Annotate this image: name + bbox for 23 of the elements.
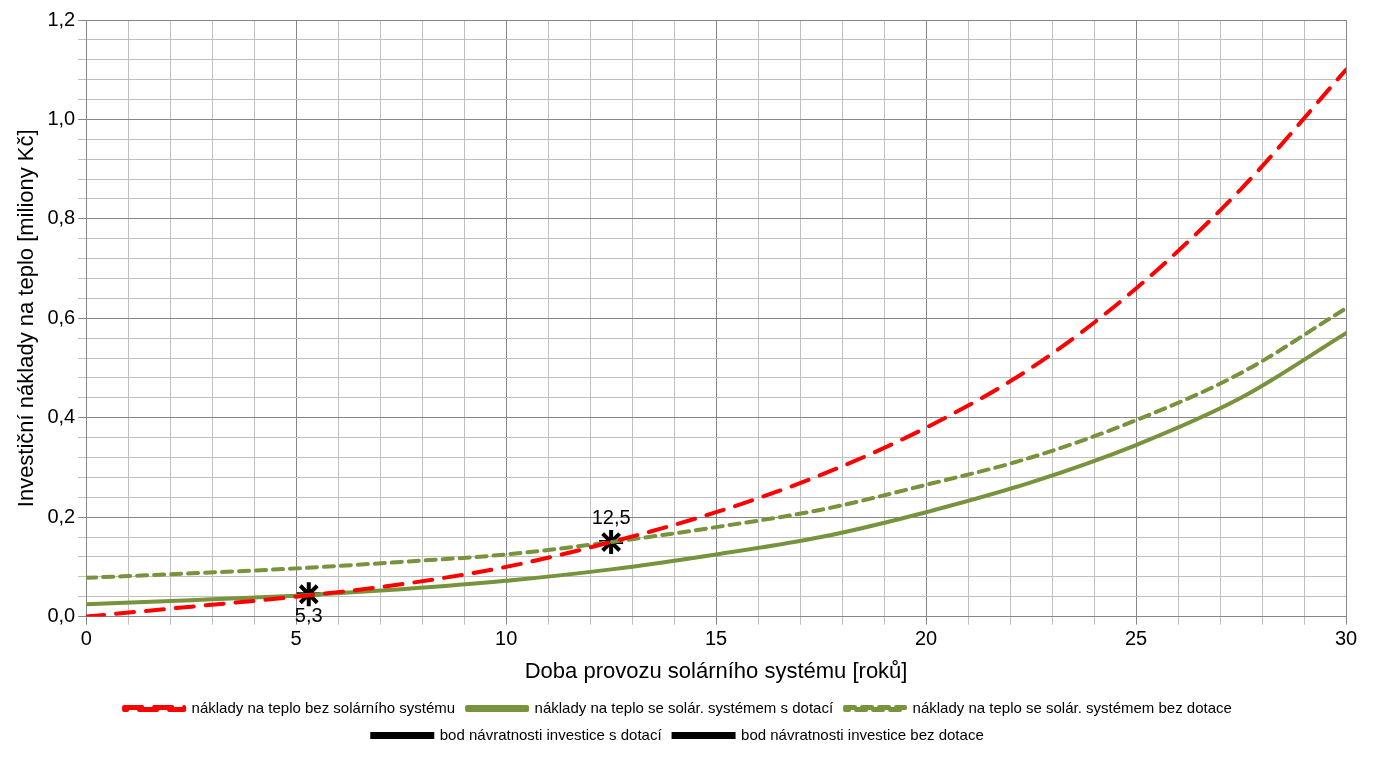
x-tick-label: 25 <box>1124 627 1148 650</box>
x-tick-label: 5 <box>290 627 302 650</box>
legend-label: bod návratnosti investice bez dotace <box>741 725 984 743</box>
legend-label: bod návratnosti investice s dotací <box>439 725 663 743</box>
x-axis-title: Doba provozu solárního systému [roků] <box>524 657 908 683</box>
y-tick-label: 1,0 <box>47 106 76 129</box>
x-tick-label: 15 <box>704 627 728 650</box>
legend-label: náklady na teplo se solár. systémem s dotací <box>534 698 834 716</box>
y-tick-label: 0,2 <box>47 504 76 527</box>
legend-label: náklady na teplo bez solárního systému <box>191 698 456 716</box>
x-tick-label: 0 <box>80 627 92 650</box>
legend-label: náklady na teplo se solár. systémem bez dotace <box>912 698 1232 716</box>
annotation: 12,5 <box>591 505 631 528</box>
y-tick-label: 0,0 <box>47 604 76 627</box>
y-tick-label: 0,8 <box>47 206 76 229</box>
x-tick-label: 30 <box>1334 627 1358 650</box>
x-tick-label: 20 <box>914 627 938 650</box>
y-tick-label: 0,6 <box>47 305 76 328</box>
y-tick-label: 0,4 <box>47 405 76 428</box>
y-axis-title: Investiční náklady na teplo [miliony Kč] <box>13 129 39 508</box>
annotation: 5,3 <box>294 603 323 626</box>
y-tick-label: 1,2 <box>47 7 76 30</box>
x-tick-label: 10 <box>495 627 518 650</box>
